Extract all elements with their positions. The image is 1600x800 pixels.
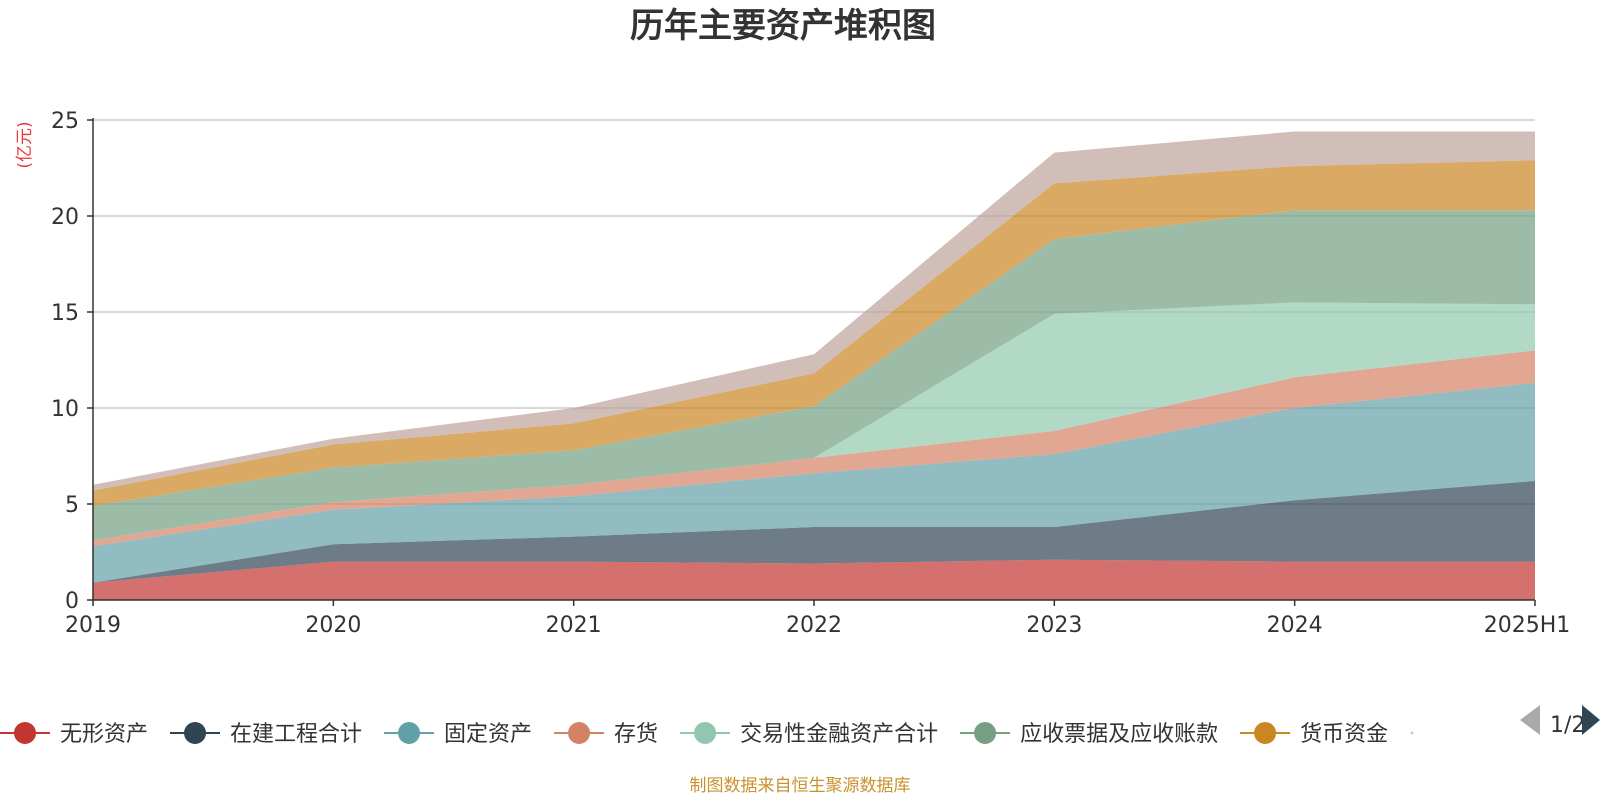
- legend-label: 无形资产: [60, 722, 148, 747]
- area-series-6[interactable]: [93, 210, 1535, 541]
- chart-title: 历年主要资产堆积图: [630, 6, 936, 46]
- legend-item[interactable]: 在建工程合计: [170, 722, 362, 747]
- area-series-2[interactable]: [93, 481, 1535, 583]
- x-tick-label: 2022: [786, 613, 842, 638]
- legend-marker-icon: [398, 722, 421, 744]
- x-tick-label: 2019: [65, 613, 121, 638]
- area-series-1[interactable]: [93, 559, 1535, 600]
- legend-item[interactable]: 存货: [554, 722, 658, 747]
- legend-item[interactable]: 应收票据及应收账款: [960, 722, 1218, 747]
- area-series-7[interactable]: [93, 160, 1535, 506]
- area-series-group: [93, 131, 1535, 600]
- x-tick-label: 2025H1: [1484, 613, 1571, 638]
- legend-label: 货币资金: [1300, 722, 1388, 747]
- y-tick-label: 0: [65, 589, 79, 614]
- y-axis-unit: (亿元): [15, 121, 35, 168]
- legend-prev-page-icon[interactable]: [1520, 705, 1540, 735]
- y-tick-label: 25: [51, 109, 79, 134]
- area-series-5[interactable]: [93, 302, 1535, 541]
- x-tick-label: 2020: [305, 613, 361, 638]
- x-tick-label: 2024: [1267, 613, 1323, 638]
- legend-page-label: 1/2: [1550, 713, 1585, 738]
- legend-marker-icon: [184, 722, 207, 744]
- x-tick-label: 2023: [1026, 613, 1082, 638]
- axes: 0 5 10 15 20 25 2019 2020 2021 2022 2023 2024 2025H1: [51, 109, 1570, 638]
- y-tick-label: 20: [51, 205, 79, 230]
- y-tick-label: 15: [51, 301, 79, 326]
- area-series-4[interactable]: [93, 350, 1535, 547]
- legend[interactable]: 无形资产 在建工程合计 固定资产 存货 交易性金融资产合计 应收票据及应收账款 货币资金: [0, 722, 1414, 747]
- legend-item[interactable]: 固定资产: [384, 722, 532, 747]
- legend-marker-icon: [694, 722, 717, 744]
- legend-item[interactable]: 交易性金融资产合计: [680, 722, 938, 747]
- legend-label: 存货: [614, 722, 658, 747]
- legend-next-page-icon[interactable]: [1582, 705, 1600, 735]
- y-tick-label: 5: [65, 493, 79, 518]
- legend-label: 在建工程合计: [230, 722, 362, 747]
- legend-item[interactable]: 无形资产: [0, 722, 148, 747]
- legend-item[interactable]: 货币资金: [1240, 722, 1388, 747]
- legend-label: 交易性金融资产合计: [740, 722, 938, 747]
- x-tick-label: 2021: [546, 613, 602, 638]
- y-tick-label: 10: [51, 397, 79, 422]
- legend-marker-icon: [974, 722, 997, 744]
- legend-pager[interactable]: 1/2: [1520, 705, 1600, 738]
- legend-marker-icon: [568, 722, 591, 744]
- legend-label: 应收票据及应收账款: [1020, 722, 1218, 747]
- legend-more-dot: [1410, 731, 1414, 735]
- area-series-3[interactable]: [93, 383, 1535, 583]
- legend-marker-icon: [14, 722, 36, 744]
- legend-marker-icon: [1254, 722, 1277, 744]
- legend-label: 固定资产: [444, 722, 532, 747]
- source-note: 制图数据来自恒生聚源数据库: [690, 776, 911, 796]
